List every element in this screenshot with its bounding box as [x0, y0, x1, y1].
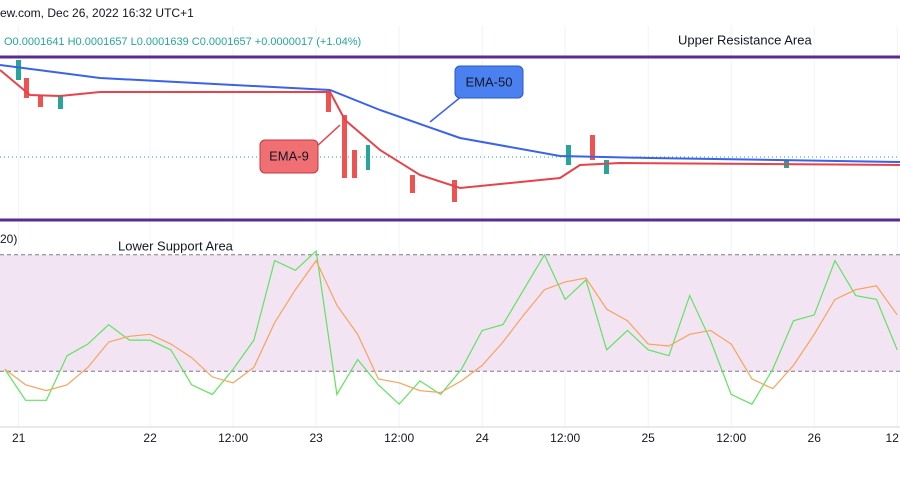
- candles: [16, 60, 789, 202]
- oscillator: [0, 249, 900, 406]
- candle: [352, 150, 357, 178]
- ema-9-line: [0, 69, 900, 190]
- upper-label: Upper Resistance Area: [678, 32, 812, 47]
- oscillator-title: 20): [0, 232, 17, 246]
- candle: [342, 115, 347, 178]
- candle: [452, 180, 457, 202]
- candle: [410, 175, 415, 193]
- ema-9-callout: [259, 139, 319, 174]
- ema-50-pointer: [429, 95, 463, 123]
- candle: [16, 60, 21, 80]
- candle: [38, 95, 43, 107]
- ema-9-label: EMA-9: [269, 148, 309, 163]
- x-tick-label: 21: [12, 431, 26, 445]
- x-tick-label: 12:00: [384, 431, 414, 445]
- x-tick-label: 12:0: [886, 431, 900, 445]
- candle: [24, 78, 29, 98]
- ema-50-label: EMA-50: [466, 74, 513, 89]
- candle: [590, 135, 595, 160]
- x-tick-label: 22: [143, 431, 157, 445]
- candle: [326, 92, 331, 112]
- candle: [366, 145, 370, 170]
- candle: [566, 145, 571, 165]
- candle: [604, 160, 609, 174]
- x-tick-label: 12:00: [550, 431, 580, 445]
- header-source: ew.com, Dec 26, 2022 16:32 UTC+1: [0, 6, 194, 20]
- x-tick-label: 26: [808, 431, 822, 445]
- x-tick-label: 12:00: [218, 431, 248, 445]
- series-line: [4, 259, 898, 394]
- ema-50-line: [0, 64, 900, 163]
- band: [0, 254, 900, 372]
- series-line: [4, 249, 898, 406]
- ema-50-callout: [454, 65, 524, 99]
- ema-9-pointer: [314, 124, 341, 149]
- annotation: Lower Support Area: [118, 238, 234, 253]
- x-tick-label: 25: [642, 431, 656, 445]
- x-tick-label: 23: [309, 431, 323, 445]
- header-ohlc: O0.0001641 H0.0001657 L0.0001639 C0.0001…: [4, 36, 361, 48]
- candle: [58, 95, 63, 109]
- x-tick-label: 12:00: [716, 431, 746, 445]
- x-tick-label: 24: [475, 431, 489, 445]
